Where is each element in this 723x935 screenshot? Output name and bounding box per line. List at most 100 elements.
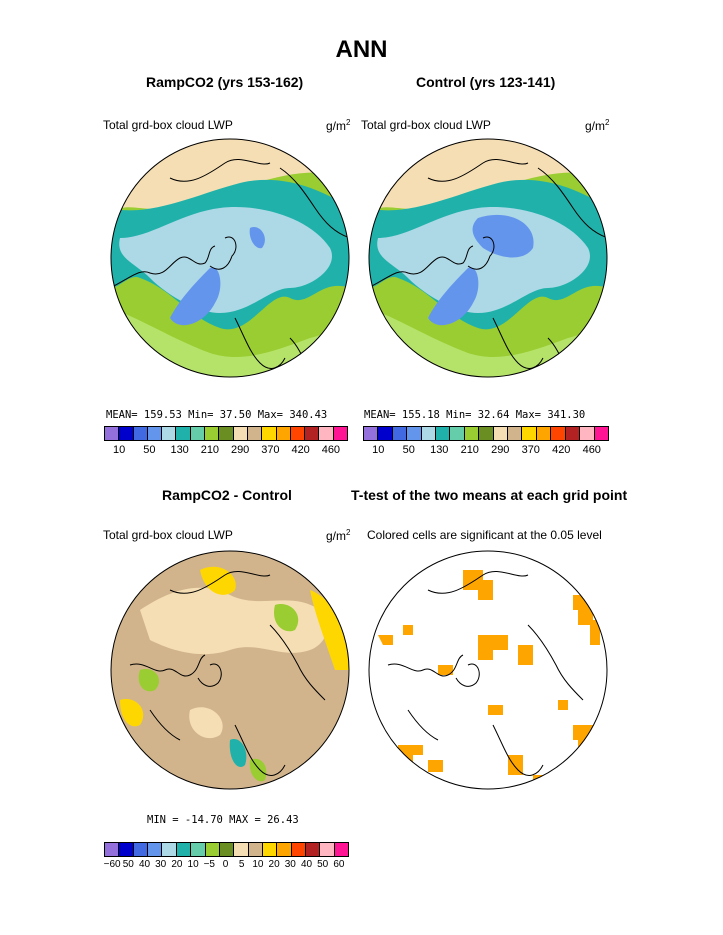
variable-label: Total grd-box cloud LWP <box>103 118 233 132</box>
colorbar-swatch <box>392 427 408 440</box>
map-fill-lightblue <box>119 207 332 313</box>
colorbar-swatch <box>479 427 494 440</box>
colorbar-swatch <box>219 427 234 440</box>
colorbar-swatch <box>421 427 437 440</box>
coastlines <box>111 158 349 374</box>
map-fill-green-w <box>138 669 160 692</box>
map-fill-blue-small <box>249 227 265 249</box>
colorbar-tick-label: 20 <box>171 859 183 870</box>
colorbar-swatch <box>162 843 177 856</box>
colorbar-tick-label: 460 <box>582 444 601 456</box>
colorbar-swatch <box>105 843 120 856</box>
colorbar-swatch <box>147 427 163 440</box>
colorbar-swatch <box>536 427 552 440</box>
colorbar-tick-label: 50 <box>402 444 415 456</box>
colorbar-swatch <box>162 427 177 440</box>
colorbar-swatch <box>333 427 348 440</box>
polar-map-difference <box>110 550 350 790</box>
colorbar-swatch <box>464 427 480 440</box>
colorbar-swatch <box>176 427 191 440</box>
map-border <box>368 138 608 378</box>
colorbar-swatch <box>262 427 277 440</box>
colorbar-tick-label: 10 <box>187 859 199 870</box>
colorbar-labels-left: 10 50 130 210 290 370 420 460 <box>104 444 346 458</box>
colorbar-swatch <box>580 427 595 440</box>
colorbar-tick-label: 420 <box>552 444 571 456</box>
polar-map-rampco2 <box>110 138 350 378</box>
panel-title-ttest: T-test of the two means at each grid poi… <box>351 487 628 503</box>
colorbar-swatch <box>551 427 566 440</box>
colorbar-tick-label: 30 <box>284 859 296 870</box>
colorbar-swatch <box>291 843 307 856</box>
colorbar-tick-label: 50 <box>122 859 134 870</box>
colorbar-tick-label: 420 <box>291 444 310 456</box>
significance-label: Colored cells are significant at the 0.0… <box>367 528 602 542</box>
colorbar-swatch <box>119 843 134 856</box>
colorbar-swatch <box>565 427 581 440</box>
colorbar-tick-label: 40 <box>138 859 151 870</box>
map-fill-yellow-east <box>310 590 349 670</box>
colorbar-abs-left <box>104 426 348 441</box>
colorbar-tick-label: 290 <box>230 444 250 456</box>
colorbar-swatch <box>522 427 537 440</box>
variable-label: Total grd-box cloud LWP <box>361 118 491 132</box>
map-fill-cream-s <box>189 707 223 739</box>
map-fill-blue <box>428 267 479 326</box>
colorbar-swatch <box>364 427 379 440</box>
units-label: g/m2 <box>326 118 351 133</box>
colorbar-tick-label: 130 <box>430 444 449 456</box>
polar-map-ttest <box>368 550 608 790</box>
colorbar-tick-label: 10 <box>372 444 385 456</box>
colorbar-tick-label: 40 <box>300 859 313 870</box>
polar-map-control <box>368 138 608 378</box>
colorbar-swatch <box>234 843 249 856</box>
colorbar-swatch <box>450 427 465 440</box>
colorbar-swatch <box>407 427 422 440</box>
colorbar-tick-label: 30 <box>155 859 167 870</box>
colorbar-swatch <box>290 427 306 440</box>
panel-title-difference: RampCO2 - Control <box>162 487 292 503</box>
map-fill-lightblue <box>377 207 590 313</box>
colorbar-swatch <box>176 843 192 856</box>
colorbar-swatch <box>378 427 393 440</box>
panel-title-control: Control (yrs 123-141) <box>416 74 556 90</box>
units-label: g/m2 <box>326 528 351 543</box>
colorbar-swatch <box>306 843 321 856</box>
map-fill-cream <box>111 139 349 218</box>
map-border <box>110 550 350 790</box>
colorbar-tick-label: 130 <box>170 444 189 456</box>
colorbar-swatch <box>191 843 206 856</box>
colorbar-tick-label: 60 <box>333 859 345 870</box>
colorbar-swatch <box>105 427 120 440</box>
colorbar-swatch <box>508 427 523 440</box>
colorbar-swatch <box>119 427 134 440</box>
colorbar-tick-label: 5 <box>238 859 245 870</box>
main-title: ANN <box>335 36 388 63</box>
colorbar-swatch <box>334 843 349 856</box>
panel-title-rampco2: RampCO2 (yrs 153-162) <box>146 74 304 90</box>
colorbar-swatch <box>133 843 149 856</box>
colorbar-tick-label: 10 <box>252 859 264 870</box>
colorbar-labels-right: 10 50 130 210 290 370 420 460 <box>363 444 607 458</box>
units-label: g/m2 <box>585 118 610 133</box>
colorbar-swatch <box>133 427 148 440</box>
colorbar-tick-label: 290 <box>491 444 510 456</box>
colorbar-tick-label: 50 <box>143 444 156 456</box>
coastlines <box>387 570 584 776</box>
colorbar-swatch <box>276 427 291 440</box>
colorbar-swatch <box>248 843 263 856</box>
coastlines <box>369 158 607 374</box>
colorbar-swatch <box>233 427 248 440</box>
map-border <box>110 138 350 378</box>
colorbar-tick-label: 370 <box>521 444 540 456</box>
colorbar-swatch <box>190 427 206 440</box>
colorbar-swatch <box>219 843 235 856</box>
colorbar-tick-label: 10 <box>113 444 126 456</box>
colorbar-tick-label: 0 <box>222 859 229 870</box>
colorbar-swatch <box>493 427 509 440</box>
stats-text: MIN = -14.70 MAX = 26.43 <box>147 814 299 826</box>
colorbar-swatch <box>305 427 320 440</box>
map-fill-yellow-west <box>120 699 144 727</box>
map-fill-green-s <box>249 758 267 782</box>
map-fill-blue <box>170 267 221 326</box>
